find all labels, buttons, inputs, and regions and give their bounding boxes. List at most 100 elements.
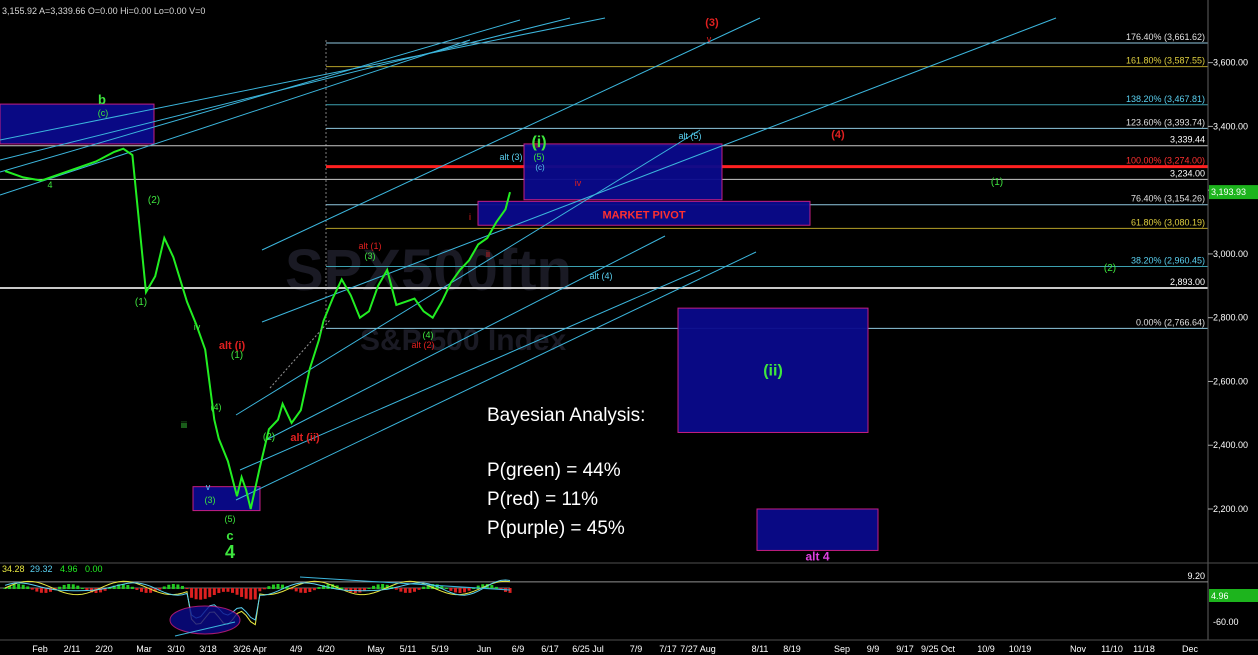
bayesian-title: Bayesian Analysis: bbox=[487, 405, 645, 426]
oscillator-bar bbox=[267, 586, 271, 589]
wave-label: (3) bbox=[205, 495, 216, 505]
wave-label: (c) bbox=[98, 108, 109, 118]
oscillator-bar bbox=[17, 584, 21, 589]
indicator-b: 29.32 bbox=[30, 564, 53, 574]
x-tick-label: Dec bbox=[1182, 644, 1199, 654]
x-tick-label: 3/10 bbox=[167, 644, 185, 654]
oscillator-current-label: 4.96 bbox=[1211, 591, 1229, 601]
oscillator-bar bbox=[294, 588, 298, 592]
oscillator-bar bbox=[153, 588, 157, 592]
trend-channel-line bbox=[261, 17, 1057, 323]
fib-level-label: 61.80% (3,080.19) bbox=[1131, 217, 1205, 227]
trend-channel-line bbox=[0, 19, 521, 173]
wave-label: (2) bbox=[263, 432, 275, 443]
wave-label: (1) bbox=[135, 297, 147, 308]
oscillator-bar bbox=[403, 588, 407, 593]
oscillator-bar bbox=[199, 588, 203, 600]
wave-target-box bbox=[756, 508, 879, 551]
x-tick-label: 3/18 bbox=[199, 644, 217, 654]
oscillator-bar bbox=[208, 588, 212, 598]
oscillator-bar bbox=[226, 588, 230, 592]
oscillator-bar bbox=[30, 588, 34, 590]
oscillator-bar bbox=[203, 588, 207, 599]
wave-target-box bbox=[523, 143, 723, 201]
oscillator-bar bbox=[249, 588, 253, 600]
wave-label: (5) bbox=[225, 514, 236, 524]
oscillator-bar bbox=[80, 587, 84, 589]
oscillator-bar bbox=[276, 584, 280, 589]
oscillator-bar bbox=[467, 588, 471, 591]
fib-level-label: 138.20% (3,467.81) bbox=[1126, 94, 1205, 104]
oscillator-bar bbox=[130, 586, 134, 589]
wave-label: (c) bbox=[535, 163, 545, 172]
trend-channel-line bbox=[265, 235, 666, 441]
oscillator-bar bbox=[194, 588, 198, 600]
oscillator-bar bbox=[190, 588, 194, 598]
watermark-symbol: SPX500ftn bbox=[285, 238, 572, 303]
oscillator-bar bbox=[458, 588, 462, 593]
x-tick-label: Mar bbox=[136, 644, 152, 654]
oscillator-bar bbox=[372, 585, 376, 589]
current-price-label: 3,193.93 bbox=[1211, 187, 1246, 197]
x-tick-label: Jun bbox=[477, 644, 492, 654]
oscillator-bar bbox=[180, 585, 184, 589]
wave-label: iv bbox=[194, 322, 201, 332]
oscillator-bar bbox=[422, 586, 426, 589]
oscillator-bar bbox=[253, 588, 257, 600]
wave-label: (i) bbox=[531, 134, 546, 151]
oscillator-bar bbox=[303, 588, 307, 593]
wave-label: v bbox=[707, 34, 712, 44]
oscillator-bar bbox=[108, 587, 112, 589]
oscillator-bar bbox=[408, 588, 412, 593]
oscillator-bar bbox=[3, 588, 7, 589]
trend-channel-line bbox=[261, 17, 761, 251]
wave-label: alt (2) bbox=[411, 340, 434, 350]
wave-target-box bbox=[192, 486, 261, 512]
box-label: alt 4 bbox=[805, 549, 829, 563]
oscillator-bar bbox=[135, 588, 139, 590]
oscillator-bar bbox=[244, 588, 248, 599]
oscillator-divergence-box bbox=[169, 605, 241, 635]
wave-label: (3) bbox=[365, 251, 376, 261]
price-level-label: 3,339.44 bbox=[1170, 135, 1205, 145]
bayesian-purple: P(purple) = 45% bbox=[487, 518, 625, 539]
oscillator-bar bbox=[326, 584, 330, 589]
wave-label: (5) bbox=[534, 152, 545, 162]
wave-label: alt (5) bbox=[678, 131, 701, 141]
oscillator-ref-label: 9.20 bbox=[1187, 571, 1205, 581]
oscillator-bar bbox=[331, 584, 335, 589]
wave-label: (4) bbox=[831, 129, 845, 141]
oscillator-bar bbox=[149, 588, 153, 593]
oscillator-bar bbox=[453, 588, 457, 593]
oscillator-bar bbox=[12, 584, 16, 589]
wave-label: alt (i) bbox=[219, 340, 246, 352]
oscillator-bar bbox=[299, 588, 303, 593]
x-tick-label: 8/11 bbox=[752, 644, 769, 654]
x-tick-label: Feb bbox=[32, 644, 48, 654]
indicator-c: 4.96 bbox=[60, 564, 78, 574]
oscillator-bar bbox=[431, 584, 435, 589]
oscillator-trendline bbox=[174, 621, 236, 637]
indicator-d: 0.00 bbox=[85, 564, 103, 574]
oscillator-bar bbox=[258, 588, 262, 592]
bayesian-red: P(red) = 11% bbox=[487, 489, 598, 510]
wave-label: c bbox=[226, 528, 233, 543]
oscillator-bar bbox=[440, 585, 444, 589]
oscillator-bar bbox=[271, 584, 275, 589]
oscillator-bar bbox=[112, 585, 116, 589]
oscillator-line-b bbox=[4, 579, 511, 621]
oscillator-bar bbox=[212, 588, 216, 596]
oscillator-bar bbox=[385, 584, 389, 589]
wave-label: 4 bbox=[225, 542, 235, 562]
current-price-marker bbox=[1209, 185, 1258, 200]
wave-connector bbox=[269, 319, 331, 389]
oscillator-bar bbox=[390, 586, 394, 589]
x-tick-label: 9/9 bbox=[867, 644, 880, 654]
oscillator-bar bbox=[21, 584, 25, 589]
wave-label: alt (1) bbox=[358, 241, 381, 251]
wave-label: i bbox=[469, 212, 471, 222]
oscillator-bar bbox=[285, 586, 289, 589]
watermark-index: S&P 500 Index bbox=[360, 324, 567, 357]
